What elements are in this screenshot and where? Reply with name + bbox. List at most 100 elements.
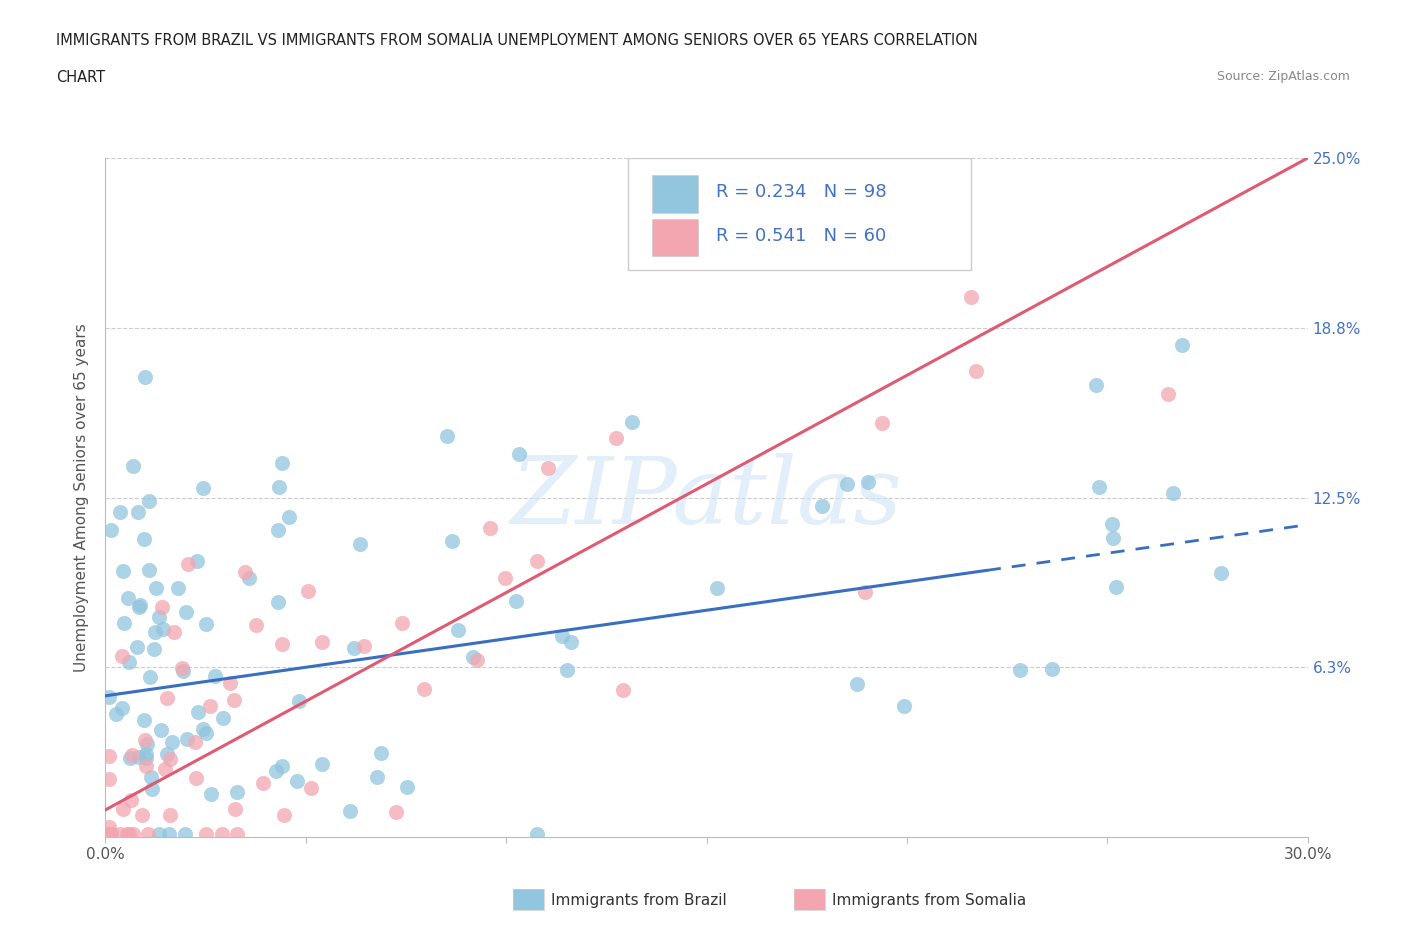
Point [366,770,388,785]
Point [285,774,308,789]
Point [167,581,190,596]
Point [152,621,174,636]
Point [1101,517,1123,532]
Point [184,735,207,750]
Text: CHART: CHART [56,70,105,85]
Point [391,616,413,631]
Point [267,523,290,538]
Point [1087,480,1109,495]
Point [135,751,157,765]
Point [271,636,294,651]
Point [193,481,215,496]
Point [436,429,458,444]
Y-axis label: Unemployment Among Seniors over 65 years: Unemployment Among Seniors over 65 years [75,324,90,671]
Point [447,622,470,637]
Point [1161,485,1184,500]
Point [108,504,131,519]
Point [122,827,145,842]
Point [117,827,139,842]
Point [413,682,436,697]
Point [505,594,527,609]
Point [98,771,121,786]
Point [131,808,153,823]
Point [1008,662,1031,677]
Point [508,446,530,461]
Point [136,737,159,751]
Point [121,459,143,474]
Point [156,747,179,762]
Point [111,564,134,578]
Point [349,537,371,551]
Point [98,827,121,842]
Point [252,776,274,790]
FancyBboxPatch shape [628,158,972,270]
Point [311,634,333,649]
Text: R = 0.234   N = 98: R = 0.234 N = 98 [716,183,887,201]
Point [277,510,299,525]
Point [104,706,127,721]
Text: R = 0.541   N = 60: R = 0.541 N = 60 [716,227,886,245]
Point [132,712,155,727]
Point [267,479,290,494]
Point [198,698,221,713]
Point [117,591,139,605]
FancyBboxPatch shape [652,219,699,256]
Point [287,694,309,709]
Point [138,493,160,508]
Point [159,808,181,823]
Point [135,759,157,774]
Point [100,523,122,538]
Point [225,784,247,799]
Point [129,598,152,613]
Point [266,764,288,778]
Point [160,735,183,750]
Point [100,827,122,842]
Point [1085,378,1108,392]
Point [706,580,728,595]
Point [187,705,209,720]
Point [120,792,142,807]
Point [143,642,166,657]
Point [893,698,915,713]
Point [139,770,162,785]
Point [136,827,159,842]
Point [238,570,260,585]
Point [98,749,121,764]
Point [270,758,292,773]
Point [195,827,218,842]
Point [134,369,156,384]
Point [855,585,877,600]
Point [311,756,333,771]
Point [605,431,627,445]
Point [204,669,226,684]
Point [153,762,176,777]
Point [132,531,155,546]
Point [1170,338,1192,352]
Text: IMMIGRANTS FROM BRAZIL VS IMMIGRANTS FROM SOMALIA UNEMPLOYMENT AMONG SENIORS OVE: IMMIGRANTS FROM BRAZIL VS IMMIGRANTS FRO… [56,33,979,47]
Point [115,827,138,842]
Point [163,625,186,640]
Point [174,827,197,842]
Point [159,751,181,766]
Point [98,827,121,842]
Point [138,563,160,578]
Point [845,677,868,692]
Point [156,691,179,706]
Point [191,722,214,737]
Point [98,690,121,705]
Point [811,498,834,513]
Point [118,655,141,670]
Point [870,415,893,430]
Point [212,711,235,725]
Point [224,802,246,817]
Point [339,804,361,818]
Point [184,771,207,786]
Point [222,693,245,708]
Point [1157,386,1180,401]
Point [526,553,548,568]
Point [612,682,634,697]
Point [128,600,150,615]
Point [621,415,644,430]
Point [441,534,464,549]
Point [465,653,488,668]
